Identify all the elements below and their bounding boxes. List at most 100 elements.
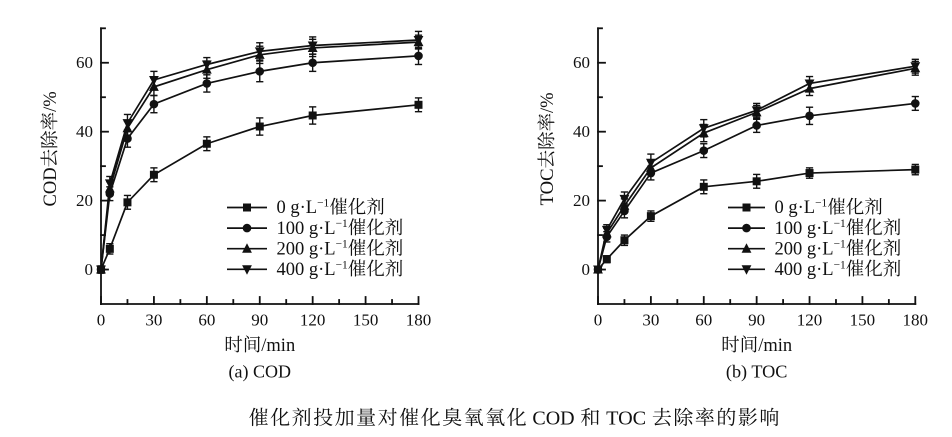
- svg-text:−1: −1: [834, 239, 846, 251]
- series-line: [597, 102, 916, 270]
- data-point-marker: [414, 51, 423, 61]
- data-point-marker: [308, 111, 317, 120]
- x-tick-label: 90: [748, 311, 765, 330]
- x-tick-label: 0: [97, 311, 106, 330]
- svg-text:400 g·L: 400 g·L: [775, 260, 834, 280]
- svg-text:0 g·L: 0 g·L: [277, 198, 318, 218]
- y-tick-label: 40: [573, 122, 590, 141]
- y-tick-label: 20: [76, 191, 93, 210]
- svg-text:400 g·L: 400 g·L: [277, 260, 336, 280]
- series-triangle-down: [96, 30, 424, 275]
- data-point-marker: [254, 47, 265, 57]
- legend-marker: [741, 265, 752, 275]
- legend-row: 100 g·L −1: [728, 218, 901, 239]
- svg-text:20: 20: [573, 191, 590, 210]
- series-line: [100, 55, 419, 270]
- x-axis-title: /min: [225, 335, 295, 356]
- svg-text:200 g·L: 200 g·L: [277, 239, 336, 259]
- data-point-marker: [307, 41, 318, 51]
- svg-text:0: 0: [582, 260, 591, 279]
- x-tick-label: 30: [145, 311, 162, 330]
- legend-label: 100 g·L −1: [775, 218, 901, 239]
- legend-label: 0 g·L −1: [277, 198, 384, 218]
- data-point-marker: [255, 122, 264, 131]
- y-axis-title: COD /%: [40, 91, 61, 206]
- y-tick-label: 60: [573, 53, 590, 72]
- svg-text:0: 0: [97, 311, 106, 330]
- x-axis-title: /min: [722, 335, 792, 356]
- svg-text:60: 60: [573, 53, 590, 72]
- data-point-marker: [619, 194, 630, 205]
- legend-row: 200 g·L −1: [227, 239, 403, 259]
- legend-marker: [243, 203, 251, 212]
- legend-row: 0 g·L −1: [728, 198, 882, 218]
- y-axis-title: TOC /%: [537, 92, 558, 205]
- data-point-marker: [593, 265, 603, 275]
- svg-text:200 g·L: 200 g·L: [775, 239, 834, 259]
- data-point-marker: [911, 165, 920, 174]
- data-point-marker: [149, 75, 159, 86]
- y-tick-label: 0: [582, 260, 591, 279]
- data-point-marker: [804, 79, 815, 89]
- legend-marker: [242, 223, 252, 233]
- y-tick-label: 20: [573, 191, 590, 210]
- legend-marker: [741, 243, 752, 253]
- svg-text:−1: −1: [336, 218, 348, 230]
- svg-text:180: 180: [406, 311, 432, 330]
- x-tick-label: 30: [642, 311, 659, 330]
- data-point-marker: [149, 170, 158, 179]
- data-point-marker: [911, 99, 920, 108]
- svg-text:60: 60: [76, 53, 93, 72]
- legend-row: 0 g·L −1: [227, 198, 384, 218]
- subplot-a-cod: 0 30 60 90 120 150 180 0 20 40 60/min COD /% (a) COD 0…: [40, 27, 431, 383]
- svg-text:40: 40: [76, 122, 93, 141]
- data-point-marker: [308, 58, 317, 68]
- svg-text:/min: /min: [758, 336, 792, 356]
- data-point-marker: [123, 198, 132, 207]
- svg-text:100 g·L: 100 g·L: [277, 219, 336, 239]
- data-point-marker: [646, 212, 655, 221]
- data-point-marker: [699, 182, 708, 191]
- subplot-caption: (b) TOC: [726, 362, 787, 383]
- svg-text:120: 120: [300, 311, 326, 330]
- svg-text:/%: /%: [41, 91, 61, 112]
- tick-labels: 0 30 60 90 120 150 180 0 20 40 60: [76, 53, 431, 329]
- x-tick-label: 150: [850, 311, 876, 330]
- x-tick-label: 120: [797, 311, 823, 330]
- series-line: [100, 39, 419, 270]
- tick-labels: 0 30 60 90 120 150 180 0 20 40 60: [573, 53, 928, 329]
- svg-text:−1: −1: [317, 198, 329, 210]
- y-tick-label: 40: [76, 122, 93, 141]
- svg-text:20: 20: [76, 191, 93, 210]
- x-tick-label: 150: [353, 311, 379, 330]
- data-point-marker: [104, 179, 115, 189]
- legend-row: 400 g·L −1: [227, 259, 403, 280]
- series-triangle-up: [593, 60, 921, 274]
- legend-row: 200 g·L −1: [728, 239, 901, 259]
- svg-text:(a) COD: (a) COD: [229, 362, 291, 383]
- svg-text:−1: −1: [815, 198, 827, 210]
- legend-row: 100 g·L −1: [227, 218, 403, 239]
- axes: [597, 27, 917, 305]
- svg-text:/min: /min: [261, 336, 295, 356]
- legend-label: 400 g·L −1: [277, 259, 403, 280]
- y-tick-label: 60: [76, 53, 93, 72]
- figure-caption-label: COD TOC: [249, 408, 779, 430]
- series-line: [100, 41, 419, 270]
- svg-text:−1: −1: [336, 259, 348, 271]
- axes: [100, 27, 420, 305]
- data-point-marker: [645, 158, 656, 169]
- subplot-b-toc: 0 30 60 90 120 150 180 0 20 40 60/min TOC /% (b) TOC 0…: [537, 27, 928, 383]
- svg-text:150: 150: [850, 311, 876, 330]
- series-triangle-down: [593, 58, 921, 275]
- data-point-marker: [202, 79, 212, 88]
- svg-text:180: 180: [903, 311, 929, 330]
- svg-text:/%: /%: [538, 92, 558, 113]
- svg-text:60: 60: [695, 311, 712, 330]
- svg-text:0 g·L: 0 g·L: [775, 198, 816, 218]
- svg-text:90: 90: [251, 311, 268, 330]
- series-square: [97, 97, 423, 274]
- data-point-marker: [752, 121, 761, 130]
- svg-text:−1: −1: [336, 239, 348, 251]
